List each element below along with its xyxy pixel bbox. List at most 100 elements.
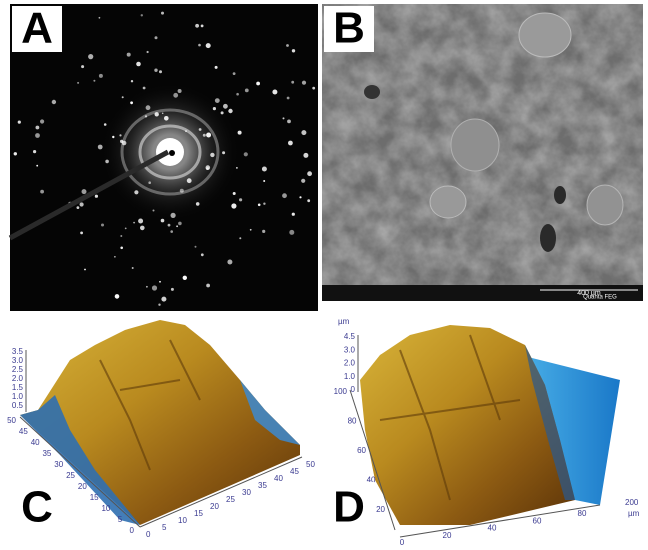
diffraction-spot xyxy=(161,112,164,115)
diffraction-spot xyxy=(214,65,218,69)
diffraction-spot xyxy=(131,267,134,269)
diffraction-spot xyxy=(177,89,182,93)
diffraction-spot xyxy=(262,229,266,233)
axis-tick-label: 25 xyxy=(226,495,235,504)
diffraction-spot xyxy=(133,221,136,224)
panel-b: 400 µm Quanta FEG B xyxy=(322,4,643,301)
diffraction-spot xyxy=(121,140,127,146)
diffraction-spot xyxy=(140,14,143,17)
axis-tick-label: 80 xyxy=(578,509,587,518)
diffraction-spot xyxy=(272,89,278,95)
diffraction-spot xyxy=(159,280,161,283)
diffraction-spot xyxy=(152,209,155,212)
beam-stop-tip xyxy=(169,150,175,156)
axis-tick-label: 30 xyxy=(54,460,63,469)
instrument-label: Quanta FEG xyxy=(583,295,617,301)
diffraction-spot xyxy=(228,108,233,114)
panel-d: 0 20 40 60 80 100 80 60 40 20 4.5 3.0 2.0 1.0 0 200 µm… xyxy=(324,317,640,547)
axis-tick-label: 15 xyxy=(90,493,99,502)
diffraction-spot xyxy=(114,294,120,299)
diffraction-spot xyxy=(200,24,204,28)
label-box xyxy=(12,6,62,52)
diffraction-spot xyxy=(154,68,158,72)
axis-tick-label: 30 xyxy=(242,488,251,497)
diffraction-spot xyxy=(148,181,151,184)
diffraction-spot xyxy=(182,275,187,280)
afm-ridge xyxy=(99,339,201,471)
axis-tick-label: 2.0 xyxy=(344,359,356,368)
diffraction-spot xyxy=(222,151,226,155)
diffraction-spot xyxy=(93,79,96,82)
panel-label: B xyxy=(333,4,365,53)
axis-tick-label: 25 xyxy=(66,471,75,480)
diffraction-spot xyxy=(194,245,197,248)
pore xyxy=(554,186,566,204)
diffraction-spot xyxy=(301,178,306,183)
label-box xyxy=(12,482,62,534)
diffraction-spot xyxy=(40,189,44,194)
diffraction-spot xyxy=(232,192,236,195)
ring xyxy=(138,124,202,180)
label-box xyxy=(324,6,374,52)
diffraction-spot xyxy=(257,203,261,207)
axis-tick-label: 40 xyxy=(488,524,497,533)
diffraction-spot xyxy=(161,11,164,15)
diffraction-spot xyxy=(146,285,148,288)
axis-tick-label: 80 xyxy=(348,417,357,426)
x-axis-end: 200 xyxy=(625,498,639,507)
diffraction-spot xyxy=(35,125,40,130)
axis-tick-label: 0 xyxy=(351,385,356,394)
axis-tick-label: 1.5 xyxy=(12,383,24,392)
diffraction-spot xyxy=(244,88,249,93)
diffraction-spot xyxy=(185,130,187,133)
axis-tick-label: 1.0 xyxy=(344,372,356,381)
axis-tick-label: 0.5 xyxy=(12,401,24,410)
axis-unit: µm xyxy=(628,509,640,518)
diffraction-spot xyxy=(205,43,211,49)
diffraction-spot xyxy=(120,246,123,250)
diffraction-spot xyxy=(170,212,176,218)
diffraction-spot xyxy=(36,164,39,167)
particle xyxy=(450,118,500,172)
diffraction-spot xyxy=(301,130,307,136)
pore xyxy=(540,224,556,252)
diffraction-spot xyxy=(119,134,122,137)
diffraction-spot xyxy=(79,202,84,207)
afm-edge xyxy=(525,345,575,500)
diffraction-spot xyxy=(236,92,239,96)
diffraction-spot xyxy=(263,180,266,182)
scale-bar-label: 400 µm xyxy=(577,290,601,297)
diffraction-spot xyxy=(249,228,252,231)
axis-tick-label: 0 xyxy=(130,526,135,535)
axis-tick-label: 20 xyxy=(376,505,385,514)
diffraction-spot xyxy=(206,283,211,288)
diffraction-spot xyxy=(144,115,148,118)
diffraction-spot xyxy=(77,81,80,84)
panel-a: A xyxy=(8,4,318,311)
pore xyxy=(364,85,380,99)
axis-line xyxy=(19,416,141,528)
diffraction-spot xyxy=(130,101,134,105)
diffraction-spot xyxy=(170,287,174,291)
diffraction-spot xyxy=(237,130,242,135)
particle xyxy=(518,12,572,58)
diffraction-spot xyxy=(13,152,17,156)
diffraction-spot xyxy=(282,117,285,120)
diffraction-spot xyxy=(303,152,309,158)
diffraction-spot xyxy=(220,111,224,115)
diffraction-spot xyxy=(121,96,124,99)
diffraction-spot xyxy=(206,132,212,138)
diffraction-spot xyxy=(158,303,161,306)
diffraction-spot xyxy=(114,255,116,258)
afm-surface xyxy=(360,325,575,525)
panel-label: A xyxy=(21,4,53,53)
axis-tick-label: 2.0 xyxy=(12,374,24,383)
diffraction-spot xyxy=(130,80,134,83)
diffraction-spot xyxy=(291,80,295,84)
afm-edge xyxy=(240,380,300,445)
diffraction-spot xyxy=(33,150,37,154)
diffraction-spot xyxy=(287,119,291,124)
axis-tick-label: 10 xyxy=(101,504,110,513)
diffraction-spot xyxy=(94,194,98,198)
axis-line xyxy=(349,389,396,531)
